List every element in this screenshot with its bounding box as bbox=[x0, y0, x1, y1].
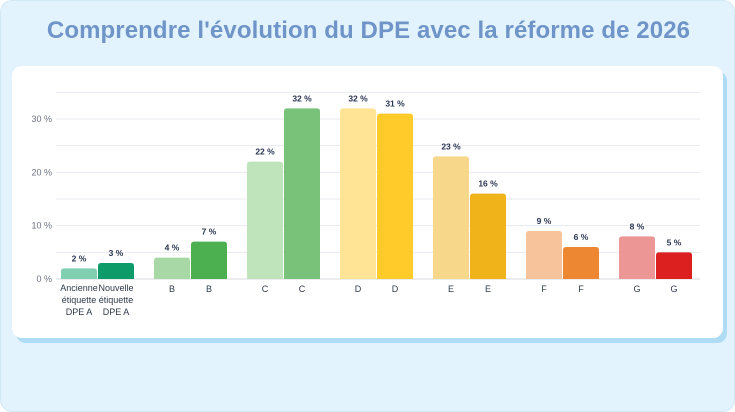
category-label: G bbox=[633, 284, 640, 294]
bar-new-label bbox=[563, 247, 599, 279]
category-label: F bbox=[578, 284, 584, 294]
chart-card: 0 % 10 % 20 % 30 % 2 % Ancienne étiquette DPE A… bbox=[12, 66, 723, 338]
bar-new-label bbox=[191, 241, 227, 279]
bar-new-label bbox=[377, 113, 413, 279]
category-label: étiquette bbox=[62, 295, 97, 305]
category-label: F bbox=[541, 284, 547, 294]
y-tick-label: 10 % bbox=[31, 221, 52, 231]
data-label: 32 % bbox=[292, 93, 312, 103]
bar-old-label bbox=[154, 257, 190, 279]
bar-old-label bbox=[247, 161, 283, 279]
data-label: 6 % bbox=[574, 232, 589, 242]
data-label: 8 % bbox=[630, 221, 645, 231]
category-label: C bbox=[299, 284, 306, 294]
data-label: 4 % bbox=[165, 243, 180, 253]
category-label: C bbox=[262, 284, 269, 294]
bar-new-label bbox=[470, 193, 506, 279]
category-label: D bbox=[392, 284, 399, 294]
bar-old-label bbox=[61, 268, 97, 279]
bar-new-label bbox=[284, 108, 320, 279]
bar-new-label bbox=[656, 252, 692, 279]
category-label: étiquette bbox=[99, 295, 134, 305]
data-label: 32 % bbox=[348, 93, 368, 103]
category-label: DPE A bbox=[103, 307, 130, 317]
bar-old-label bbox=[433, 156, 469, 279]
category-label: Ancienne bbox=[60, 283, 98, 293]
data-label: 22 % bbox=[255, 147, 275, 157]
data-label: 7 % bbox=[202, 227, 217, 237]
bar-old-label bbox=[526, 231, 562, 279]
data-label: 9 % bbox=[537, 216, 552, 226]
data-label: 31 % bbox=[385, 99, 405, 109]
category-label: E bbox=[485, 284, 491, 294]
y-tick-label: 0 % bbox=[36, 274, 52, 284]
category-label: D bbox=[355, 284, 362, 294]
category-label: B bbox=[169, 284, 175, 294]
bar-old-label bbox=[619, 236, 655, 279]
category-label: E bbox=[448, 284, 454, 294]
bar-new-label bbox=[98, 263, 134, 279]
bar-old-label bbox=[340, 108, 376, 279]
category-label: Nouvelle bbox=[98, 283, 133, 293]
data-label: 2 % bbox=[72, 253, 87, 263]
data-label: 23 % bbox=[441, 141, 461, 151]
category-label: B bbox=[206, 284, 212, 294]
y-tick-label: 20 % bbox=[31, 167, 52, 177]
chart-title: Comprendre l'évolution du DPE avec la ré… bbox=[46, 17, 691, 44]
y-tick-label: 30 % bbox=[31, 114, 52, 124]
data-label: 3 % bbox=[109, 248, 124, 258]
data-label: 5 % bbox=[667, 237, 682, 247]
data-label: 16 % bbox=[478, 179, 498, 189]
category-label: DPE A bbox=[66, 307, 93, 317]
category-label: G bbox=[670, 284, 677, 294]
